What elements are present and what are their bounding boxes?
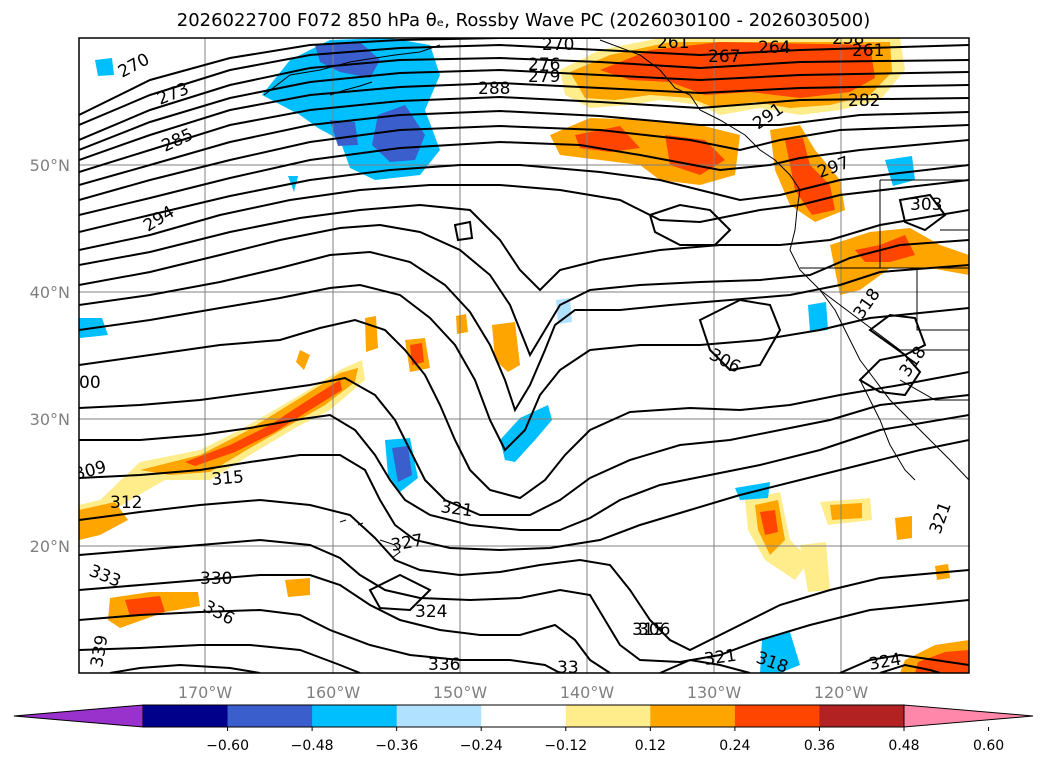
negative-anomaly-region — [760, 632, 800, 673]
colorbar: −0.60 −0.48 −0.36 −0.24 −0.12 0.12 0.24 0.36 0.4… — [13, 704, 1034, 754]
colorbar-bin — [565, 705, 651, 727]
colorbar-bin — [396, 705, 482, 727]
x-tick-label: 130°W — [687, 683, 742, 702]
colorbar-bin — [650, 705, 736, 727]
colorbar-tick-label: −0.36 — [375, 738, 418, 754]
contour-label: 276 — [528, 55, 560, 75]
positive-anomaly-region — [492, 322, 520, 372]
colorbar-outline — [142, 704, 905, 728]
colorbar-bin — [734, 705, 820, 727]
x-tick-label: 120°W — [814, 683, 869, 702]
contour-label: 261 — [852, 41, 884, 61]
x-tick-label: 170°W — [178, 683, 233, 702]
positive-anomaly-core — [125, 596, 165, 616]
colorbar-bin — [143, 705, 229, 727]
colorbar-tick-label: −0.12 — [544, 738, 587, 754]
positive-anomaly-core — [600, 42, 875, 98]
colorbar-tick-label: 0.24 — [719, 738, 750, 754]
y-tick-label: 30°N — [30, 410, 70, 429]
positive-anomaly-core — [185, 380, 342, 466]
y-tick-label: 20°N — [30, 537, 70, 556]
positive-anomaly-region — [79, 502, 128, 540]
positive-anomaly-region — [365, 316, 378, 352]
contour-label: 279 — [528, 67, 560, 87]
colorbar-bin — [227, 705, 313, 727]
colorbar-tick-label: 0.48 — [888, 738, 919, 754]
contour-label: 321 — [703, 646, 738, 670]
contour-label: 330 — [200, 569, 232, 589]
map-frame — [78, 37, 970, 674]
contour-label: 264 — [758, 38, 790, 58]
negative-anomaly-region — [95, 58, 114, 76]
negative-anomaly-core — [392, 446, 412, 482]
contour-label: 336 — [428, 655, 460, 675]
positive-anomaly-region — [285, 578, 310, 597]
contour-label: 303 — [910, 195, 942, 215]
y-tick-label: 50°N — [30, 156, 70, 175]
x-tick-label: 160°W — [306, 683, 361, 702]
y-axis-ticks: 50°N 40°N 30°N 20°N — [30, 156, 70, 556]
contour-label: 321 — [439, 497, 474, 521]
contour-label: 315 — [632, 620, 664, 640]
contour-label: 258 — [832, 29, 864, 49]
contour-label: 282 — [848, 91, 880, 111]
colorbar-tick-label: −0.60 — [206, 738, 249, 754]
contour-label: 33 — [557, 658, 579, 678]
contour-label: 270 — [542, 35, 574, 55]
colorbar-extend-max — [903, 704, 1034, 728]
positive-anomaly-region — [895, 516, 912, 540]
negative-anomaly-region — [808, 302, 828, 332]
positive-anomaly-region — [296, 350, 310, 370]
contour-label: 312 — [110, 493, 142, 513]
contour-label: 324 — [867, 650, 902, 675]
contour-label: 306 — [638, 620, 670, 640]
colorbar-bin — [312, 705, 398, 727]
colorbar-tick-label: −0.24 — [460, 738, 503, 754]
colorbar-bin — [819, 705, 905, 727]
contour-label-group: 270 273 276 279 288 285 294 261 264 267 … — [79, 29, 956, 678]
contour-label: 324 — [415, 602, 447, 622]
map-content: 270 273 276 279 288 285 294 261 264 267 … — [79, 29, 969, 678]
theta-e-contours — [79, 38, 969, 673]
positive-anomaly-core — [410, 343, 424, 365]
positive-anomaly-region — [830, 228, 969, 295]
x-axis-ticks: 170°W 160°W 150°W 140°W 130°W 120°W — [178, 683, 869, 702]
positive-anomaly-region — [140, 368, 358, 475]
x-tick-label: 150°W — [433, 683, 488, 702]
contour-label: 315 — [211, 467, 245, 490]
colorbar-bin — [481, 705, 567, 727]
colorbar-tick-label: −0.48 — [291, 738, 334, 754]
contour-label: 261 — [657, 33, 689, 53]
colorbar-tick-label: 0.12 — [635, 738, 666, 754]
negative-anomaly-core — [330, 120, 358, 146]
gridlines — [79, 38, 969, 673]
colorbar-tick-label: 0.60 — [973, 738, 1004, 754]
colorbar-extend-min — [13, 704, 144, 728]
positive-anomaly-region — [830, 503, 862, 520]
negative-anomaly-region — [885, 156, 915, 186]
contour-label: 288 — [478, 79, 510, 99]
map-title: 2026022700 F072 850 hPa θₑ, Rossby Wave … — [176, 10, 871, 31]
positive-anomaly-core — [785, 138, 835, 215]
positive-anomaly-region — [800, 542, 830, 592]
x-tick-label: 140°W — [560, 683, 615, 702]
positive-anomaly-core — [760, 510, 778, 535]
contour-label: 267 — [708, 47, 740, 67]
y-tick-label: 40°N — [30, 283, 70, 302]
colorbar-tick-label: 0.36 — [804, 738, 835, 754]
contour-label: 00 — [79, 373, 101, 393]
positive-anomaly-region — [456, 314, 468, 334]
